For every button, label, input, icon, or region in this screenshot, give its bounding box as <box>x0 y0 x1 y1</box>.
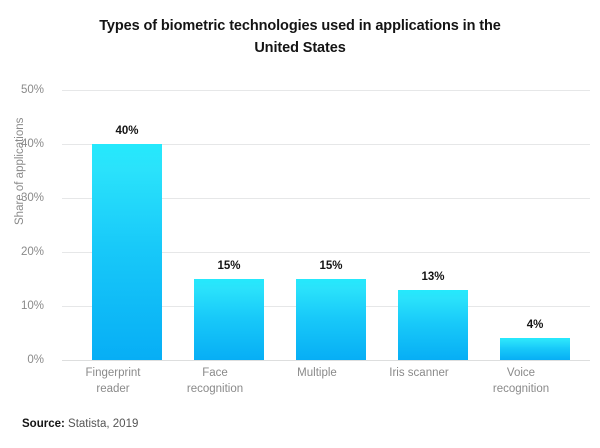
x-tick-label-line: recognition <box>492 382 550 395</box>
gridline-20 <box>62 252 590 253</box>
bar-series: 40% 15% 15% 13% 4% <box>62 90 590 360</box>
x-tick-label-line: Face <box>202 367 228 379</box>
bar-value-label: 13% <box>421 270 445 283</box>
chart-title-line-1: Types of biometric technologies used in … <box>99 18 501 34</box>
gridline-30 <box>62 198 590 199</box>
bar-group: 15% <box>164 90 266 360</box>
y-tick-label: 40% <box>20 138 44 150</box>
x-tick-label-line: Iris scanner <box>389 367 449 379</box>
x-axis-labels: Fingerprint reader Face recognition Multiple… <box>62 366 590 408</box>
x-tick-label: Fingerprint reader <box>62 366 164 397</box>
x-tick-label: Voice recognition <box>470 366 572 397</box>
y-tick-label: 10% <box>20 300 44 312</box>
bar-value-label: 4% <box>526 319 544 332</box>
x-tick-label-line: Fingerprint <box>85 367 141 379</box>
x-tick-label-line: Multiple <box>297 367 337 379</box>
page-title: Types of biometric technologies used in … <box>40 16 560 60</box>
source-value: Statista, 2019 <box>68 418 139 430</box>
bar[interactable] <box>194 279 264 360</box>
x-tick-label-line: recognition <box>186 382 244 395</box>
x-tick-label-line: Voice <box>506 367 536 379</box>
x-tick-label: Multiple <box>266 366 368 382</box>
x-tick-label-line: reader <box>96 382 130 395</box>
x-tick-label: Iris scanner <box>368 366 470 382</box>
source-note: Source: Statista, 2019 <box>22 418 138 430</box>
x-tick-label: Face recognition <box>164 366 266 397</box>
bar[interactable] <box>398 289 468 360</box>
bar[interactable] <box>296 279 366 360</box>
y-axis-title: Share of applications <box>14 117 26 225</box>
bar-group: 4% <box>470 90 572 360</box>
bar-value-label: 15% <box>319 260 343 272</box>
bar[interactable] <box>500 338 570 360</box>
bar-group: 15% <box>266 90 368 360</box>
bar-value-label: 40% <box>115 125 139 137</box>
gridline-0 <box>62 360 590 361</box>
y-tick-label: 30% <box>20 192 44 204</box>
bar-group: 40% <box>62 90 164 360</box>
bar-value-label: 15% <box>217 260 241 272</box>
bar-group: 13% <box>368 90 470 360</box>
y-tick-label: 20% <box>20 246 44 258</box>
source-label: Source: <box>22 418 65 430</box>
gridline-40 <box>62 144 590 145</box>
y-tick-label: 0% <box>27 354 44 366</box>
gridline-50 <box>62 90 590 91</box>
bar[interactable] <box>92 144 162 360</box>
y-tick-label: 50% <box>20 84 44 96</box>
chart-title-line-2: United States <box>254 39 346 56</box>
